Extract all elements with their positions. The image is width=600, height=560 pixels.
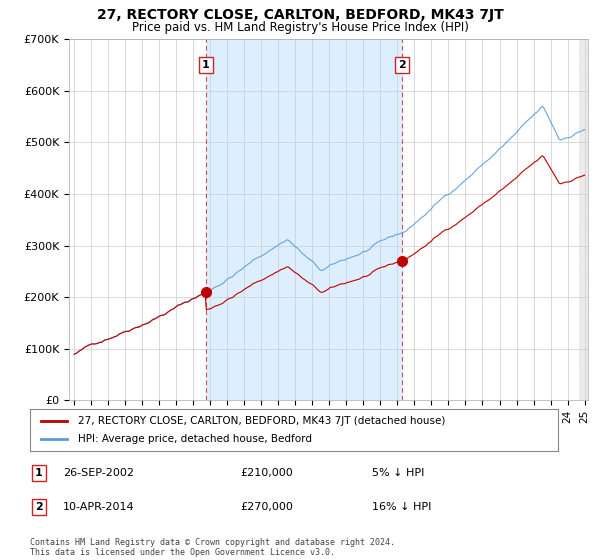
Text: 16% ↓ HPI: 16% ↓ HPI <box>372 502 431 512</box>
Text: 1: 1 <box>202 60 209 70</box>
Text: £210,000: £210,000 <box>240 468 293 478</box>
Text: 26-SEP-2002: 26-SEP-2002 <box>63 468 134 478</box>
Text: Price paid vs. HM Land Registry's House Price Index (HPI): Price paid vs. HM Land Registry's House … <box>131 21 469 34</box>
Text: 2: 2 <box>35 502 43 512</box>
Text: 5% ↓ HPI: 5% ↓ HPI <box>372 468 424 478</box>
Text: 10-APR-2014: 10-APR-2014 <box>63 502 134 512</box>
Text: 2: 2 <box>398 60 406 70</box>
Bar <box>580 39 588 400</box>
Text: HPI: Average price, detached house, Bedford: HPI: Average price, detached house, Bedf… <box>77 434 311 444</box>
Text: 1: 1 <box>35 468 43 478</box>
Text: £270,000: £270,000 <box>240 502 293 512</box>
Text: 27, RECTORY CLOSE, CARLTON, BEDFORD, MK43 7JT: 27, RECTORY CLOSE, CARLTON, BEDFORD, MK4… <box>97 8 503 22</box>
Text: Contains HM Land Registry data © Crown copyright and database right 2024.
This d: Contains HM Land Registry data © Crown c… <box>30 538 395 557</box>
Text: 27, RECTORY CLOSE, CARLTON, BEDFORD, MK43 7JT (detached house): 27, RECTORY CLOSE, CARLTON, BEDFORD, MK4… <box>77 416 445 426</box>
Bar <box>206 39 402 400</box>
